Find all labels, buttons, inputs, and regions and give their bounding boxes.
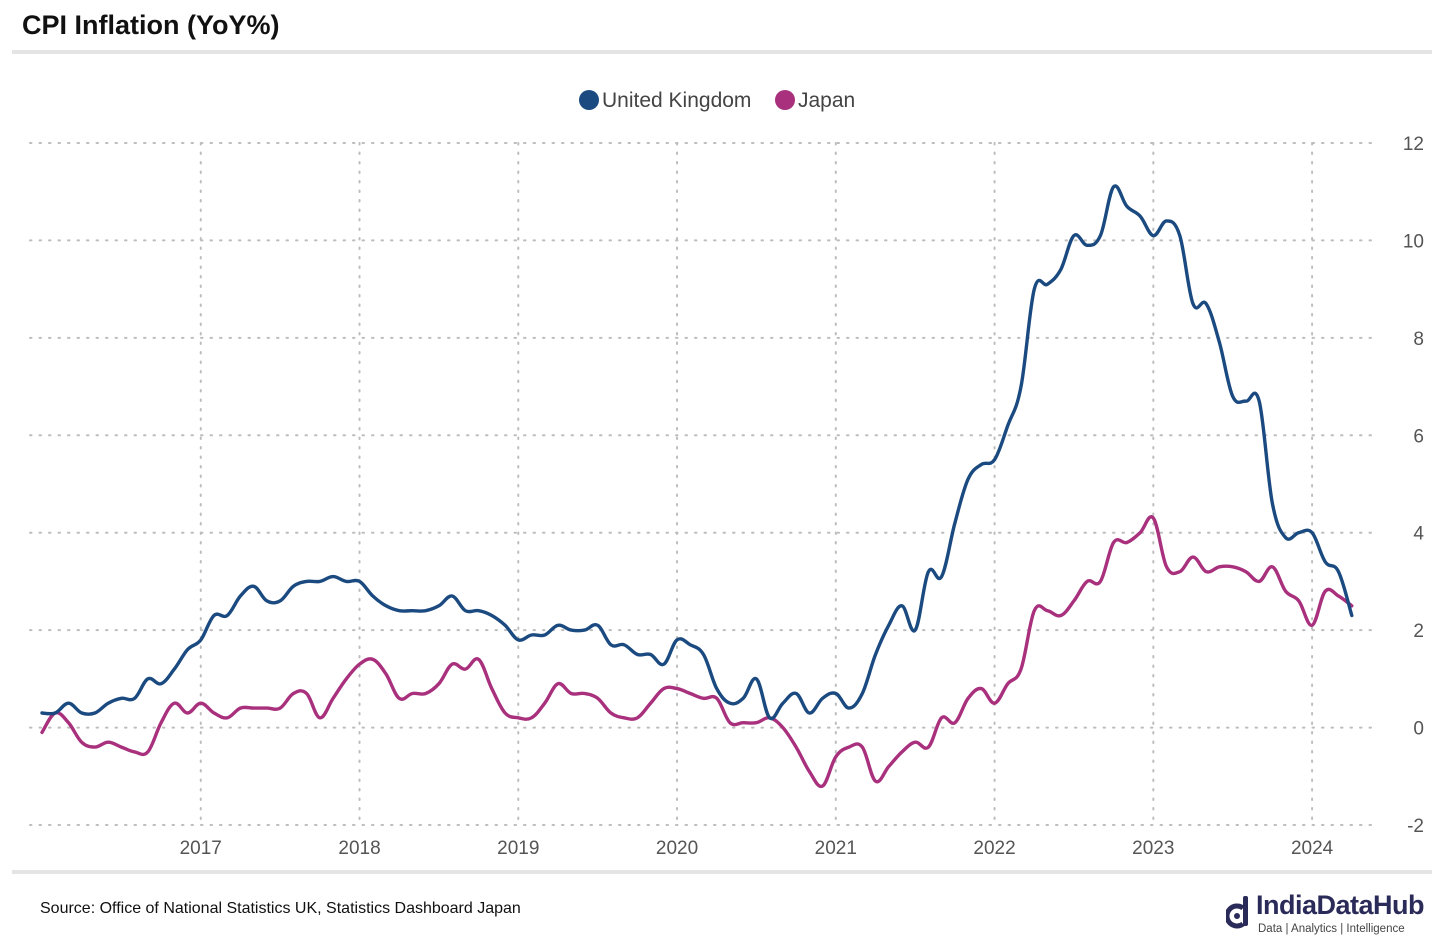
x-tick-label: 2024 [1291,838,1334,859]
brand-name: IndiaDataHub [1256,890,1425,920]
series-line-japan [40,515,1354,789]
y-tick-label: 8 [1413,329,1424,350]
y-tick-label: 6 [1413,426,1424,447]
y-tick-label: 0 [1413,719,1424,740]
grid-lines [29,142,1373,826]
legend-label: United Kingdom [602,89,751,112]
y-tick-label: 4 [1413,524,1424,545]
source-note: Source: Office of National Statistics UK… [40,900,521,917]
y-axis-ticks: -2 0 2 4 6 8 10 12 [1403,134,1425,837]
y-tick-label: -2 [1407,816,1424,837]
brand-tagline: Data | Analytics | Intelligence [1258,923,1405,935]
legend[interactable]: United Kingdom Japan [579,89,855,112]
x-axis-ticks: 2017 2018 2019 2020 2021 2022 2023 2024 [180,838,1334,859]
x-tick-label: 2023 [1132,838,1174,859]
y-tick-label: 12 [1403,134,1424,155]
x-tick-label: 2020 [656,838,698,859]
x-tick-label: 2021 [815,838,857,859]
y-tick-label: 2 [1413,621,1424,642]
legend-marker [579,90,599,110]
x-tick-label: 2022 [973,838,1015,859]
legend-item-united-kingdom[interactable]: United Kingdom [579,89,751,112]
page-title: CPI Inflation (YoY%) [22,10,280,40]
x-tick-label: 2018 [338,838,380,859]
india-data-hub-logo-icon [1226,896,1248,929]
legend-label: Japan [798,89,855,112]
footer-divider [12,870,1432,874]
x-tick-label: 2017 [180,838,222,859]
series-lines [40,184,1354,789]
series-line-united-kingdom [40,184,1354,721]
y-tick-label: 10 [1403,231,1424,252]
legend-marker [775,90,795,110]
header-divider [12,50,1432,54]
brand-logo: IndiaDataHub Data | Analytics | Intellig… [1222,890,1432,940]
legend-item-japan[interactable]: Japan [775,89,855,112]
x-tick-label: 2019 [497,838,539,859]
